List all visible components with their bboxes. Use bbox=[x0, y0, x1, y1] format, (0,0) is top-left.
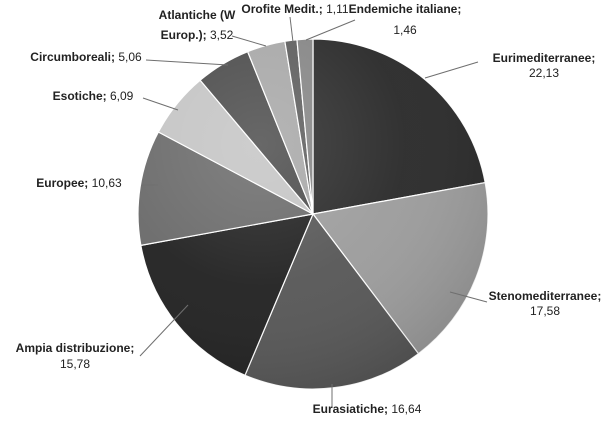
leader-line-eurimediterranee bbox=[424, 61, 479, 79]
slice-name-cont-atlantiche-w-europ: Europ.); bbox=[161, 28, 207, 42]
leader-line-orofite-medit bbox=[289, 16, 294, 43]
slice-label-text-esotiche: Esotiche; 6,09 bbox=[53, 89, 134, 103]
slice-value-europee: 10,63 bbox=[88, 176, 122, 190]
slice-name-orofite-medit: Orofite Medit.; bbox=[241, 2, 322, 16]
slice-label-stenomediterranee: Stenomediterranee;17,58 bbox=[489, 289, 602, 318]
slice-value-esotiche: 6,09 bbox=[107, 89, 134, 103]
slice-label-atlantiche-w-europ: Atlantiche (W Europ.); 3,52 bbox=[159, 8, 236, 42]
slice-name-eurimediterranee: Eurimediterranee; bbox=[493, 51, 596, 65]
leader-line-circumboreali bbox=[145, 59, 229, 66]
slice-label-text-circumboreali: Circumboreali; 5,06 bbox=[30, 50, 142, 64]
slice-value-stenomediterranee: 17,58 bbox=[530, 304, 560, 318]
slice-value-orofite-medit: 1,11 bbox=[323, 2, 349, 16]
leader-line-ampia-distribuzione bbox=[139, 304, 189, 357]
leader-line-esotiche bbox=[142, 97, 179, 111]
slice-label-europee: Europee; 10,63 bbox=[36, 176, 122, 190]
slice-name-europee: Europee; bbox=[36, 176, 88, 190]
slice-label-ampia-distribuzione: Ampia distribuzione; 15,78 bbox=[16, 341, 135, 371]
slice-label-orofite-medit: Orofite Medit.; 1,11 bbox=[241, 2, 348, 16]
slice-name-esotiche: Esotiche; bbox=[53, 89, 107, 103]
slice-value-eurasiatiche: 16,64 bbox=[388, 402, 422, 416]
slice-name-eurasiatiche: Eurasiatiche; bbox=[313, 402, 388, 416]
pie-slices bbox=[137, 38, 489, 390]
slice-value-ampia-distribuzione: 15,78 bbox=[60, 357, 90, 371]
leader-line-endemiche-italiane bbox=[305, 19, 356, 41]
slice-name-ampia-distribuzione: Ampia distribuzione; bbox=[16, 341, 135, 355]
slice-label-text-europee: Europee; 10,63 bbox=[36, 176, 122, 190]
slice-labels: Eurimediterranee;22,13 Stenomediterranee;… bbox=[16, 2, 602, 416]
slice-label-eurimediterranee: Eurimediterranee;22,13 bbox=[493, 51, 596, 80]
slice-label-circumboreali: Circumboreali; 5,06 bbox=[30, 50, 142, 64]
slice-label-line2-atlantiche-w-europ: Europ.); 3,52 bbox=[161, 28, 234, 42]
slice-label-text-orofite-medit: Orofite Medit.; 1,11 bbox=[241, 2, 348, 16]
slice-name-circumboreali: Circumboreali; bbox=[30, 50, 115, 64]
leader-line-atlantiche-w-europ bbox=[231, 35, 267, 47]
slice-label-esotiche: Esotiche; 6,09 bbox=[53, 89, 134, 103]
slice-name-endemiche-italiane: Endemiche italiane; bbox=[349, 2, 462, 16]
slice-value-eurimediterranee: 22,13 bbox=[529, 66, 559, 80]
slice-name-stenomediterranee: Stenomediterranee; bbox=[489, 289, 602, 303]
slice-value-atlantiche-w-europ: 3,52 bbox=[207, 28, 234, 42]
slice-value-circumboreali: 5,06 bbox=[115, 50, 142, 64]
leader-line-stenomediterranee bbox=[449, 291, 488, 303]
slice-name-atlantiche-w-europ: Atlantiche (W bbox=[159, 8, 236, 22]
slice-value-endemiche-italiane: 1,46 bbox=[393, 23, 417, 37]
slice-label-eurasiatiche: Eurasiatiche; 16,64 bbox=[313, 402, 422, 416]
leader-lines bbox=[139, 16, 488, 408]
slice-label-endemiche-italiane: Endemiche italiane; 1,46 bbox=[349, 2, 462, 37]
slice-label-text-eurasiatiche: Eurasiatiche; 16,64 bbox=[313, 402, 422, 416]
